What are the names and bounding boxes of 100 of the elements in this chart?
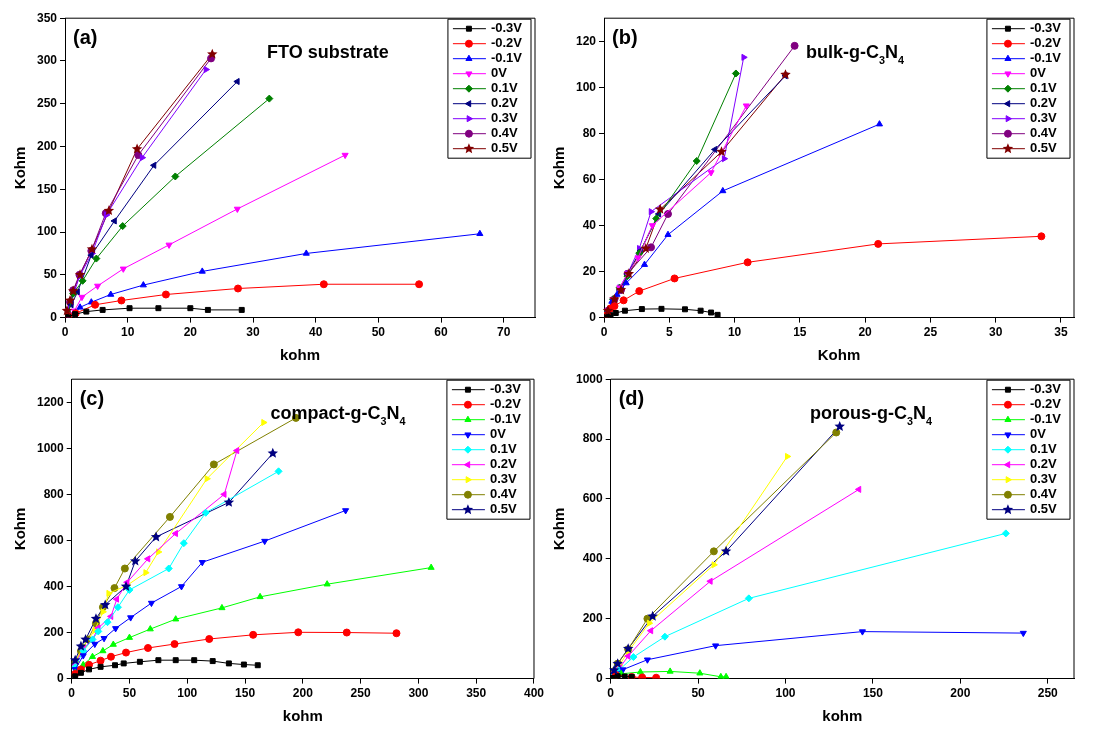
legend-label: -0.3V	[489, 381, 522, 397]
legend-label: 0.4V	[489, 486, 517, 502]
annotation: FTO substrate	[267, 42, 389, 63]
x-tick-label: 50	[122, 686, 137, 701]
x-tick-label: 400	[523, 686, 545, 701]
legend-label: -0.3V	[1029, 20, 1062, 36]
x-tick-label: 50	[371, 325, 386, 340]
y-tick-label: 400	[43, 578, 65, 593]
y-tick-label: 40	[582, 217, 597, 232]
y-tick-label: 100	[36, 224, 58, 239]
legend-label: -0.3V	[490, 20, 523, 36]
legend-label: -0.3V	[1029, 381, 1062, 397]
y-tick-label: 0	[596, 670, 604, 685]
y-tick-label: 200	[582, 611, 604, 626]
y-tick-label: 250	[36, 96, 58, 111]
annotation: (c)	[79, 387, 105, 410]
x-axis-title: kohm	[282, 707, 323, 725]
legend-label: 0V	[489, 426, 507, 442]
y-tick-label: 300	[36, 53, 58, 68]
legend-label: 0.3V	[1029, 471, 1057, 487]
annotation: (d)	[618, 387, 645, 410]
legend-label: 0.3V	[1029, 110, 1057, 126]
legend-label: -0.1V	[1029, 411, 1062, 427]
x-tick-label: 30	[246, 325, 261, 340]
legend-label: 0V	[1029, 426, 1047, 442]
y-tick-label: 200	[36, 138, 58, 153]
legend-label: 0.5V	[490, 140, 518, 156]
y-axis-title: Kohm	[11, 146, 29, 190]
x-tick-label: 35	[1054, 325, 1068, 340]
y-tick-label: 200	[43, 624, 65, 639]
y-tick-label: 600	[582, 491, 604, 506]
annotation: (b)	[612, 26, 638, 49]
x-tick-label: 10	[727, 325, 742, 340]
legend-label: 0.3V	[489, 471, 517, 487]
y-tick-label: 1000	[36, 440, 65, 455]
x-tick-label: 200	[950, 686, 971, 701]
y-tick-label: 80	[582, 125, 597, 140]
x-tick-label: 150	[862, 686, 884, 701]
y-axis-title: Kohm	[550, 146, 568, 190]
y-axis-title: Kohm	[11, 507, 29, 551]
x-axis-title: kohm	[280, 346, 321, 364]
annotation: (a)	[73, 26, 98, 49]
y-tick-label: 800	[582, 431, 604, 446]
legend-label: -0.1V	[489, 411, 522, 427]
legend-label: 0.4V	[490, 125, 518, 141]
legend-label: 0.5V	[1029, 140, 1057, 156]
legend-label: 0.2V	[489, 456, 517, 472]
legend-label: 0V	[1029, 65, 1047, 81]
y-tick-label: 120	[575, 33, 597, 48]
x-tick-label: 20	[183, 325, 198, 340]
y-tick-label: 600	[43, 532, 65, 547]
legend-label: 0.5V	[489, 501, 517, 517]
x-tick-label: 100	[775, 686, 796, 701]
y-tick-label: 350	[36, 10, 58, 25]
x-axis-title: kohm	[822, 707, 863, 725]
y-tick-label: 150	[36, 181, 58, 196]
x-tick-label: 100	[177, 686, 198, 701]
legend-label: -0.2V	[490, 35, 523, 51]
legend-label: -0.1V	[490, 50, 523, 66]
legend-label: -0.2V	[489, 396, 522, 412]
x-tick-label: 0	[607, 686, 615, 701]
y-tick-label: 800	[43, 486, 65, 501]
x-tick-label: 0	[68, 686, 76, 701]
y-tick-label: 0	[50, 309, 58, 324]
legend-label: 0.1V	[1029, 80, 1057, 96]
y-tick-label: 1000	[575, 371, 604, 386]
legend-label: 0.3V	[490, 110, 518, 126]
x-tick-label: 250	[350, 686, 371, 701]
y-tick-label: 0	[57, 670, 65, 685]
x-tick-label: 15	[793, 325, 807, 340]
y-tick-label: 100	[575, 79, 597, 94]
x-tick-label: 10	[121, 325, 135, 340]
y-tick-label: 20	[582, 263, 597, 278]
x-tick-label: 5	[665, 325, 673, 340]
x-tick-label: 40	[309, 325, 323, 340]
y-axis-title: Kohm	[550, 507, 568, 551]
x-tick-label: 25	[923, 325, 938, 340]
x-tick-label: 30	[988, 325, 1003, 340]
y-tick-label: 1200	[36, 394, 65, 409]
legend-label: 0.1V	[489, 441, 517, 457]
legend-label: 0.4V	[1029, 125, 1057, 141]
y-tick-label: 50	[43, 267, 58, 282]
x-tick-label: 150	[235, 686, 256, 701]
y-tick-label: 60	[582, 171, 597, 186]
x-tick-label: 300	[408, 686, 429, 701]
legend-label: 0.2V	[1029, 95, 1057, 111]
x-tick-label: 350	[466, 686, 487, 701]
legend-label: 0.5V	[1029, 501, 1057, 517]
y-tick-label: 400	[582, 551, 604, 566]
x-tick-label: 60	[434, 325, 448, 340]
x-tick-label: 70	[496, 325, 511, 340]
legend-label: -0.2V	[1029, 396, 1062, 412]
legend-label: 0.2V	[490, 95, 518, 111]
x-axis-title: Kohm	[817, 346, 861, 364]
x-tick-label: 50	[691, 686, 706, 701]
legend-label: 0.1V	[490, 80, 518, 96]
y-tick-label: 0	[589, 309, 597, 324]
legend-label: 0.2V	[1029, 456, 1057, 472]
legend-label: -0.2V	[1029, 35, 1062, 51]
x-tick-label: 250	[1037, 686, 1059, 701]
